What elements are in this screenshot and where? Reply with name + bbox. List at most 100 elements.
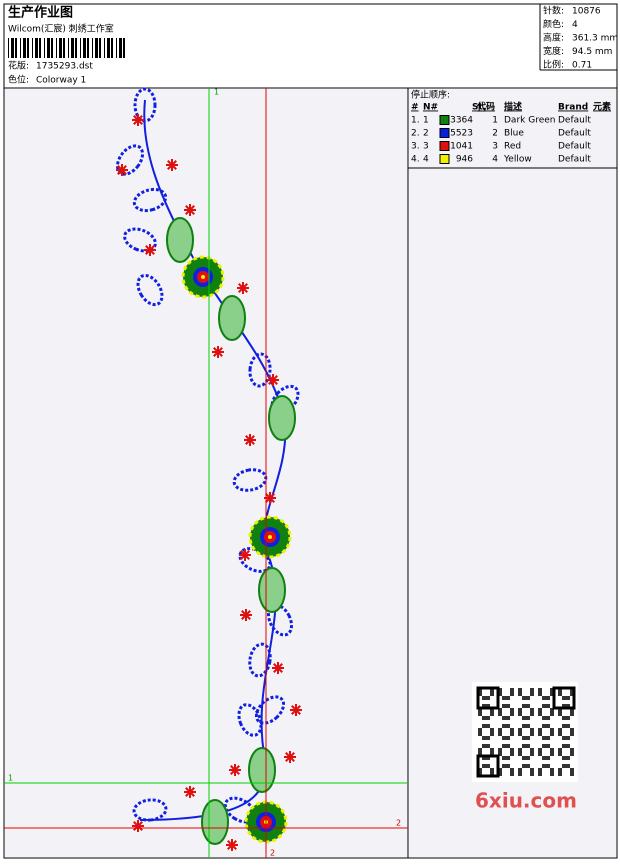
qr-module [530,708,534,712]
qr-module [546,704,550,708]
qr-module [486,764,490,768]
red-star [133,115,143,125]
red-star [213,347,223,357]
row-n: 1 [423,116,429,126]
qr-module [558,752,562,756]
qr-module [510,708,514,712]
qr-module [562,724,566,728]
qr-module [542,716,546,720]
qr-module [538,732,542,736]
qr-module [498,728,502,732]
bar-stripe [104,38,105,58]
qr-module [506,736,510,740]
red-star [117,165,127,175]
qr-module [526,724,530,728]
qr-module [502,744,506,748]
qr-module [506,756,510,760]
qr-module [566,724,570,728]
red-star [241,610,251,620]
qr-module [562,756,566,760]
qr-module [522,756,526,760]
title: 生产作业图 [8,5,73,21]
watermark: 6xiu.com [475,789,577,813]
row-description: Yellow [503,155,532,165]
red-star [145,245,155,255]
red-star [268,375,278,385]
qr-module [498,748,502,752]
qr-module [530,772,534,776]
qr-module [530,748,534,752]
row-n: 2 [423,129,429,139]
color-swatch [439,128,450,138]
qr-module [498,708,502,712]
qr-module [490,772,494,776]
qr-module [542,696,546,700]
barcode [8,38,125,58]
row-description: Blue [504,129,524,139]
design: 1735293.dst [36,62,93,72]
qr-module [570,692,574,696]
info-label: 高度: [543,32,564,44]
row-n: 3 [423,142,429,152]
bar-stripe [83,38,86,58]
blue-leaf [123,227,157,253]
qr-module [486,756,490,760]
bar-stripe [116,38,117,58]
qr-module [562,764,566,768]
qr-module [502,716,506,720]
qr-module [550,688,554,692]
qr-module [570,712,574,716]
qr-module [522,744,526,748]
red-star [265,493,275,503]
qr-module [546,716,550,720]
qr-module [510,688,514,692]
colorway: Colorway 1 [36,76,86,86]
qr-module [482,756,486,760]
info-label: 颜色: [543,18,564,30]
qr-module [570,752,574,756]
qr-module [542,704,546,708]
qr-module [486,716,490,720]
bar-stripe [15,38,17,58]
qr-module [482,696,486,700]
bar-stripe [99,38,101,58]
info-label: 比例: [543,59,564,71]
red-star [185,787,195,797]
qr-module [486,704,490,708]
qr-module [570,728,574,732]
qr-module [546,744,550,748]
qr-module [526,696,530,700]
blue-leaf [237,703,263,737]
qr-module [518,752,522,756]
qr-module [546,764,550,768]
green-leaf [258,567,286,613]
row-description: Red [504,142,521,152]
qr-module [522,696,526,700]
row-index: 3. [411,142,420,152]
qr-module [558,692,562,696]
bar-stripe [47,38,50,58]
guide-label: 1 [214,88,219,97]
red-star [167,160,177,170]
flower-dot [201,275,205,279]
qr-module [566,736,570,740]
qr-module [482,764,486,768]
qr-module [498,772,502,776]
column-header: Brand [558,103,588,113]
bar-stripe [68,38,69,58]
qr-module [522,764,526,768]
qr-module [542,744,546,748]
bar-stripe [80,38,81,58]
qr-module [530,752,534,756]
qr-module [558,748,562,752]
qr-module [490,728,494,732]
qr-module [570,768,574,772]
bar-stripe [39,38,41,58]
qr-module [478,708,482,712]
row-description: Dark Green [504,116,555,126]
column-header: 代码 [476,101,495,113]
bar-stripe [20,38,21,58]
qr-module [550,708,554,712]
color-swatch [439,154,450,164]
